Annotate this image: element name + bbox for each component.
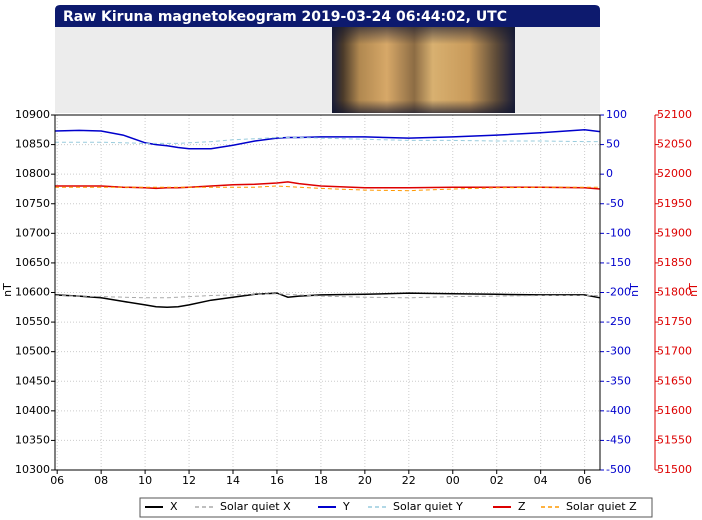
y2-tick-label: -450 xyxy=(606,433,631,446)
plot-frame xyxy=(54,114,601,471)
x-tick-label: 06 xyxy=(578,474,592,487)
y3-tick-label: 52100 xyxy=(657,108,692,121)
y-tick-label: 10850 xyxy=(15,138,50,151)
y3-tick-label: 51900 xyxy=(657,226,692,239)
y3-tick-label: 51500 xyxy=(657,463,692,476)
y3-tick-label: 51700 xyxy=(657,345,692,358)
y2-tick-label: 100 xyxy=(606,108,627,121)
y3-tick-label: 51950 xyxy=(657,197,692,210)
y3-tick-label: 52000 xyxy=(657,167,692,180)
y2-tick-label: 50 xyxy=(606,138,620,151)
y-tick-label: 10400 xyxy=(15,404,50,417)
series-line xyxy=(54,129,601,150)
y2-tick-label: 0 xyxy=(606,167,613,180)
y2-tick-label: -100 xyxy=(606,226,631,239)
legend-label: X xyxy=(170,500,178,513)
y-tick-label: 10800 xyxy=(15,167,50,180)
y-tick-label: 10900 xyxy=(15,108,50,121)
x-tick-label: 20 xyxy=(358,474,372,487)
y2-tick-label: -500 xyxy=(606,463,631,476)
series-line xyxy=(55,185,600,192)
y-tick-label: 10700 xyxy=(15,226,50,239)
y3-axis-label: nT xyxy=(687,283,700,297)
x-tick-label: 06 xyxy=(50,474,64,487)
y-tick-label: 10450 xyxy=(15,374,50,387)
legend-label: Solar quiet Y xyxy=(393,500,463,513)
y3-tick-label: 52050 xyxy=(657,138,692,151)
y3-tick-label: 51650 xyxy=(657,374,692,387)
y2-tick-label: -350 xyxy=(606,374,631,387)
chart-title: Raw Kiruna magnetokeogram 2019-03-24 06:… xyxy=(63,9,507,25)
y-tick-label: 10550 xyxy=(15,315,50,328)
keogram-shade xyxy=(332,27,515,113)
series-line xyxy=(54,292,601,309)
x-tick-label: 16 xyxy=(270,474,284,487)
y-axis-label: nT xyxy=(1,283,14,297)
x-tick-label: 04 xyxy=(534,474,548,487)
y-tick-label: 10300 xyxy=(15,463,50,476)
x-tick-label: 12 xyxy=(182,474,196,487)
y-tick-label: 10750 xyxy=(15,197,50,210)
x-tick-label: 00 xyxy=(446,474,460,487)
y3-tick-label: 51800 xyxy=(657,286,692,299)
y2-tick-label: -50 xyxy=(606,197,624,210)
y2-tick-label: -300 xyxy=(606,345,631,358)
y2-tick-label: -400 xyxy=(606,404,631,417)
legend-label: Z xyxy=(518,500,526,513)
legend-label: Y xyxy=(342,500,350,513)
y2-tick-label: -200 xyxy=(606,286,631,299)
x-tick-label: 14 xyxy=(226,474,240,487)
y3-tick-label: 51550 xyxy=(657,433,692,446)
x-tick-label: 02 xyxy=(490,474,504,487)
x-tick-label: 10 xyxy=(138,474,152,487)
series-line xyxy=(55,181,601,190)
x-tick-label: 22 xyxy=(402,474,416,487)
x-tick-label: 08 xyxy=(94,474,108,487)
y3-tick-label: 51600 xyxy=(657,404,692,417)
legend-label: Solar quiet Z xyxy=(566,500,637,513)
y-tick-label: 10500 xyxy=(15,345,50,358)
title-bar xyxy=(55,5,600,27)
y2-axis-label: nT xyxy=(628,283,641,297)
legend-label: Solar quiet X xyxy=(220,500,291,513)
x-tick-label: 18 xyxy=(314,474,328,487)
y2-tick-label: -250 xyxy=(606,315,631,328)
y-tick-label: 10650 xyxy=(15,256,50,269)
header-band xyxy=(55,27,600,113)
y3-tick-label: 51750 xyxy=(657,315,692,328)
y2-tick-label: -150 xyxy=(606,256,631,269)
y-tick-label: 10600 xyxy=(15,286,50,299)
y3-tick-label: 51850 xyxy=(657,256,692,269)
legend xyxy=(139,497,653,518)
y-tick-label: 10350 xyxy=(15,433,50,446)
